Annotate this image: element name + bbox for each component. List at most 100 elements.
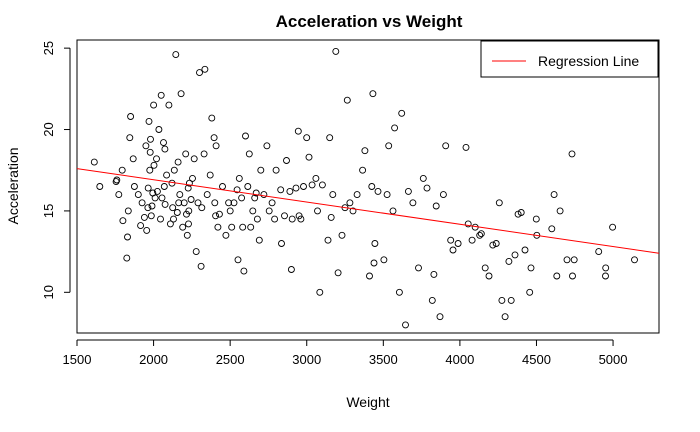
data-point — [174, 158, 182, 166]
data-point — [501, 313, 509, 321]
data-point — [631, 256, 638, 264]
data-point — [343, 96, 351, 104]
data-point — [208, 114, 216, 122]
data-point — [369, 90, 377, 98]
data-point — [338, 231, 346, 239]
data-point — [476, 231, 484, 239]
data-point — [395, 288, 403, 296]
data-point — [96, 183, 104, 190]
data-point — [263, 142, 271, 150]
data-point — [161, 200, 169, 208]
x-axis: 1500 2000 2500 3000 3500 4000 4500 5000 — [63, 339, 628, 367]
data-point — [402, 321, 409, 329]
data-point — [123, 254, 131, 262]
data-point — [568, 150, 576, 158]
data-point — [477, 230, 485, 238]
data-point — [140, 213, 148, 221]
data-point — [245, 150, 253, 158]
data-point — [170, 215, 177, 223]
data-point — [158, 194, 166, 202]
data-point — [521, 246, 529, 254]
data-point — [150, 161, 158, 169]
data-point — [305, 153, 313, 161]
data-point — [268, 199, 276, 207]
data-point — [454, 240, 462, 247]
data-point — [129, 155, 137, 163]
data-point — [329, 191, 337, 199]
data-point — [157, 215, 164, 223]
data-point — [447, 236, 455, 244]
data-point — [380, 256, 388, 264]
data-point — [550, 191, 558, 199]
data-point — [160, 139, 167, 147]
data-point — [180, 199, 188, 207]
data-point — [185, 220, 192, 228]
data-point — [161, 145, 169, 153]
chart-title: Acceleration vs Weight — [276, 12, 463, 31]
y-tick-label: 20 — [41, 122, 56, 136]
data-point — [247, 223, 255, 231]
data-point — [294, 127, 302, 135]
data-point — [277, 186, 285, 194]
data-point — [464, 220, 472, 228]
data-point — [602, 264, 610, 272]
data-point — [495, 199, 503, 207]
data-point — [215, 210, 223, 218]
data-point — [563, 256, 571, 264]
data-point — [507, 296, 515, 304]
data-point — [359, 166, 367, 174]
data-point — [200, 150, 208, 158]
x-tick-label: 3500 — [369, 352, 398, 367]
data-point — [548, 225, 556, 233]
data-point — [391, 124, 399, 132]
data-point — [295, 212, 303, 220]
data-point — [609, 223, 617, 231]
data-point — [283, 157, 290, 164]
data-point — [368, 183, 376, 190]
data-point — [346, 199, 354, 207]
data-point — [385, 142, 393, 150]
y-tick-label: 15 — [41, 204, 56, 218]
data-point — [146, 148, 154, 156]
data-point — [235, 174, 243, 182]
data-point — [234, 256, 242, 264]
data-point — [318, 181, 326, 189]
data-point — [211, 199, 219, 207]
data-point — [126, 134, 134, 142]
data-point — [292, 184, 300, 192]
data-point — [327, 213, 335, 221]
y-axis-label: Acceleration — [5, 147, 21, 224]
data-point — [287, 266, 295, 273]
y-axis: 10 15 20 25 — [41, 41, 71, 300]
data-point — [265, 207, 273, 215]
data-point — [383, 191, 391, 199]
data-point — [505, 257, 513, 265]
x-tick-label: 2000 — [139, 352, 168, 367]
data-point — [127, 113, 135, 120]
data-point — [255, 236, 263, 244]
data-point — [142, 142, 150, 150]
data-point — [436, 313, 444, 321]
data-point — [272, 166, 280, 174]
data-point — [314, 207, 321, 215]
data-point — [308, 181, 316, 189]
data-point — [595, 248, 603, 256]
data-point — [190, 155, 198, 163]
data-point — [165, 101, 173, 109]
data-point — [130, 183, 138, 190]
data-point — [175, 199, 183, 207]
data-point — [119, 217, 127, 225]
data-point — [569, 272, 576, 280]
data-point — [415, 264, 422, 272]
y-tick-label: 10 — [41, 285, 56, 299]
data-point — [370, 259, 378, 267]
data-point — [153, 187, 161, 195]
data-point — [196, 69, 203, 77]
data-point — [303, 134, 311, 142]
data-point — [197, 262, 205, 270]
data-point — [226, 207, 234, 215]
data-point — [271, 215, 279, 223]
data-point — [423, 184, 431, 192]
data-point — [238, 194, 246, 202]
data-point — [166, 220, 174, 228]
